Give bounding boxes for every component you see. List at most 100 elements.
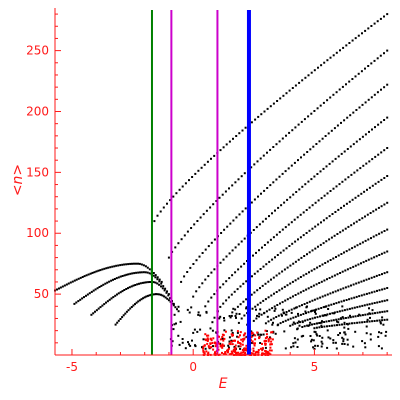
data-point — [230, 293, 233, 296]
data-point — [271, 212, 273, 215]
data-point — [275, 274, 278, 277]
data-point — [310, 112, 313, 115]
data-point-red — [254, 342, 256, 345]
data-point — [346, 268, 349, 271]
data-point — [135, 262, 137, 265]
data-point — [190, 227, 193, 229]
data-point — [298, 324, 301, 327]
data-point — [380, 205, 383, 208]
data-point — [279, 97, 282, 100]
data-point — [219, 286, 222, 289]
data-point-red — [219, 345, 222, 348]
data-point — [144, 265, 147, 268]
data-point-red — [253, 344, 256, 347]
data-point — [194, 172, 197, 175]
data-point — [294, 240, 297, 243]
data-point — [286, 284, 289, 287]
data-point — [330, 303, 333, 306]
data-point-red — [261, 347, 264, 350]
y-tick-label: 200 — [26, 104, 49, 118]
data-point — [250, 166, 253, 169]
data-point — [67, 282, 70, 285]
data-point — [198, 255, 201, 258]
data-point — [305, 312, 307, 315]
data-point — [332, 302, 335, 305]
data-point — [275, 316, 278, 318]
data-point-red — [252, 347, 255, 350]
data-point — [213, 316, 216, 319]
data-point — [297, 238, 299, 241]
data-point — [332, 257, 335, 260]
data-point — [350, 224, 353, 227]
data-point — [288, 309, 291, 312]
data-point — [273, 292, 275, 295]
data-point — [288, 131, 291, 134]
data-point — [348, 298, 351, 301]
data-point — [315, 326, 318, 329]
data-point — [261, 220, 264, 223]
data-point — [180, 280, 183, 283]
data-point — [270, 318, 273, 321]
data-point-red — [238, 342, 241, 344]
data-point-red — [226, 349, 228, 352]
data-point — [123, 289, 126, 291]
data-point-red — [222, 344, 225, 347]
data-point — [379, 17, 382, 20]
data-point — [355, 140, 358, 143]
data-point — [228, 187, 230, 190]
data-point-red — [207, 338, 210, 341]
data-point — [296, 327, 299, 330]
data-point — [243, 172, 246, 175]
data-point — [338, 88, 341, 91]
data-point — [327, 308, 330, 310]
data-point — [263, 244, 266, 246]
data-point — [255, 226, 258, 229]
data-point — [173, 323, 176, 326]
data-point — [329, 292, 332, 295]
data-point — [366, 313, 369, 316]
data-point — [174, 306, 177, 309]
data-point — [308, 229, 311, 232]
data-point — [383, 230, 386, 232]
data-point — [301, 185, 304, 188]
data-point — [353, 171, 356, 174]
data-point-red — [268, 349, 271, 352]
data-point — [127, 263, 130, 266]
data-point — [292, 345, 295, 348]
data-point — [356, 321, 359, 324]
data-point — [129, 307, 132, 310]
data-point — [203, 163, 206, 166]
data-point — [366, 318, 369, 321]
data-point — [317, 223, 320, 226]
data-point — [218, 196, 221, 199]
data-point-red — [204, 333, 207, 336]
data-point — [381, 273, 383, 276]
data-point — [111, 265, 114, 268]
data-point — [361, 314, 364, 317]
data-point — [222, 302, 225, 305]
data-point — [338, 323, 341, 326]
data-point — [137, 300, 140, 303]
data-point-red — [242, 351, 244, 354]
data-point — [361, 135, 364, 138]
data-point — [177, 242, 180, 245]
data-point — [315, 283, 318, 286]
data-point — [268, 308, 271, 311]
data-point — [371, 309, 374, 312]
axes: 50 100 150 200 250 -5 0 5 — [26, 8, 392, 374]
data-point-red — [244, 349, 247, 352]
data-point — [368, 160, 371, 163]
data-point — [213, 268, 216, 271]
data-point — [148, 272, 151, 275]
data-point — [265, 330, 268, 333]
data-point — [95, 309, 98, 312]
data-point — [285, 247, 288, 250]
data-point — [350, 297, 353, 300]
data-point — [164, 296, 167, 299]
data-point — [386, 201, 389, 204]
data-point-red — [270, 349, 273, 352]
data-point — [291, 87, 294, 89]
data-point — [364, 239, 367, 242]
data-point — [333, 312, 336, 315]
data-point-red — [239, 345, 242, 348]
